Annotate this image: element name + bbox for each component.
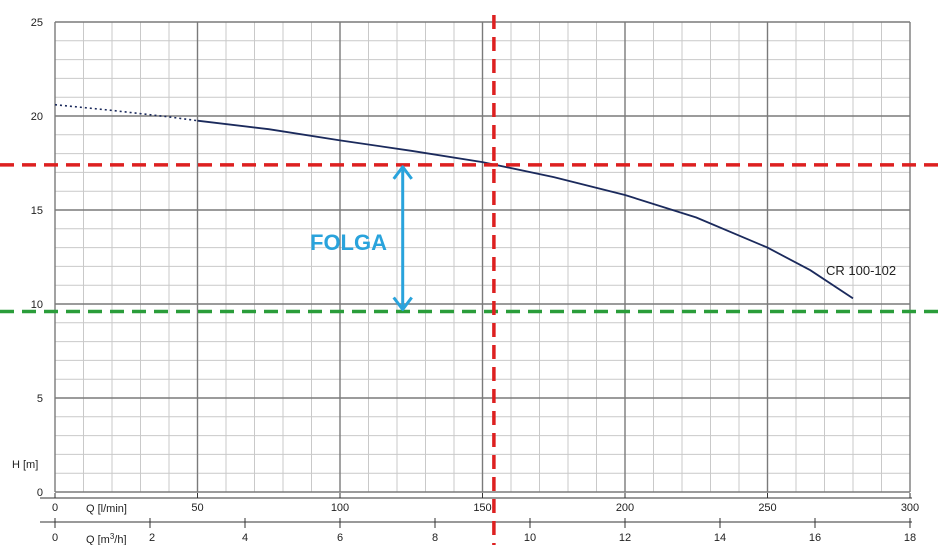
x-secondary-tick-label: 16: [809, 532, 821, 544]
annotations-layer: [0, 15, 938, 545]
series-curve: [197, 119, 854, 300]
series-curve-extrapolated: [54, 103, 198, 122]
x-primary-tick-label: 300: [901, 502, 919, 514]
x-axis-primary-label: Q [l/min]: [86, 503, 127, 515]
major-grid: [54, 21, 911, 493]
x-axis-secondary-label-sup: 3: [110, 532, 115, 541]
y-axis-label: H [m]: [12, 459, 38, 471]
flow-lmin-axis: 0 50 100 150 200 250 300: [40, 493, 919, 514]
y-tick-labels: 0 5 10 15 20 25: [31, 17, 43, 499]
slack-label: FOLGA: [310, 230, 387, 255]
x-secondary-tick-label: 0: [52, 532, 58, 544]
x-primary-tick-label: 0: [52, 502, 58, 514]
x-secondary-tick-label: 14: [714, 532, 726, 544]
x-secondary-tick-label: 12: [619, 532, 631, 544]
x-axis-secondary-label-prefix: Q [m: [86, 534, 110, 545]
x-axis-secondary-label: Q [m3/h]: [86, 532, 127, 545]
x-axis-secondary-label-suffix: /h]: [114, 534, 126, 545]
y-tick-label: 10: [31, 299, 43, 311]
flow-m3h-axis: 0 2 4 6 8 10 12 14 16 18: [40, 518, 916, 544]
x-secondary-tick-label: 18: [904, 532, 916, 544]
x-primary-tick-label: 50: [191, 502, 203, 514]
x-secondary-tick-label: 8: [432, 532, 438, 544]
y-tick-label: 0: [37, 487, 43, 499]
slack-arrow-head-top: [392, 165, 413, 180]
x-primary-tick-label: 100: [331, 502, 349, 514]
slack-arrow-head-bottom: [392, 296, 413, 312]
x-primary-tick-label: 200: [616, 502, 634, 514]
y-tick-label: 20: [31, 111, 43, 123]
y-tick-label: 15: [31, 205, 43, 217]
series-label: CR 100-102: [826, 263, 896, 278]
series-layer: [54, 103, 854, 300]
x-secondary-tick-label: 10: [524, 532, 536, 544]
x-secondary-tick-label: 6: [337, 532, 343, 544]
x-secondary-tick-label: 2: [149, 532, 155, 544]
y-tick-label: 5: [37, 393, 43, 405]
x-primary-tick-label: 250: [758, 502, 776, 514]
x-primary-tick-label: 150: [473, 502, 491, 514]
x-secondary-tick-label: 4: [242, 532, 248, 544]
y-tick-label: 25: [31, 17, 43, 29]
